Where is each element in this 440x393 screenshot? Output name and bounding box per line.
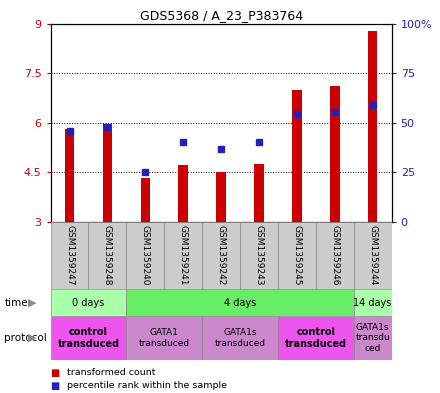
Bar <box>202 222 240 289</box>
Text: transformed count: transformed count <box>67 368 156 377</box>
Text: GSM1359246: GSM1359246 <box>330 225 339 286</box>
Bar <box>126 289 354 316</box>
Bar <box>316 222 354 289</box>
Bar <box>278 222 316 289</box>
Bar <box>354 222 392 289</box>
Text: ▶: ▶ <box>28 333 36 343</box>
Bar <box>202 316 278 360</box>
Bar <box>88 222 126 289</box>
Text: GSM1359245: GSM1359245 <box>292 225 301 286</box>
Bar <box>179 165 188 222</box>
Bar <box>126 316 202 360</box>
Text: control
transduced: control transduced <box>285 327 347 349</box>
Bar <box>354 289 392 316</box>
Text: 14 days: 14 days <box>353 298 392 308</box>
Text: GATA1
transduced: GATA1 transduced <box>139 328 190 348</box>
Text: GATA1s
transdu
ced: GATA1s transdu ced <box>355 323 390 353</box>
Text: ■: ■ <box>51 367 60 378</box>
Title: GDS5368 / A_23_P383764: GDS5368 / A_23_P383764 <box>139 9 303 22</box>
Text: protocol: protocol <box>4 333 47 343</box>
Text: GSM1359240: GSM1359240 <box>141 225 150 286</box>
Bar <box>292 90 301 222</box>
Bar <box>141 178 150 222</box>
Text: time: time <box>4 298 28 308</box>
Text: GATA1s
transduced: GATA1s transduced <box>214 328 266 348</box>
Bar <box>354 316 392 360</box>
Bar <box>126 222 164 289</box>
Text: ▶: ▶ <box>28 298 36 308</box>
Bar <box>103 124 112 222</box>
Bar <box>51 289 126 316</box>
Bar <box>216 172 226 222</box>
Text: ■: ■ <box>51 381 60 391</box>
Bar <box>330 86 340 222</box>
Text: GSM1359247: GSM1359247 <box>65 225 74 286</box>
Text: GSM1359243: GSM1359243 <box>254 225 264 286</box>
Bar <box>240 222 278 289</box>
Text: 0 days: 0 days <box>72 298 105 308</box>
Bar <box>51 222 88 289</box>
Text: percentile rank within the sample: percentile rank within the sample <box>67 382 227 390</box>
Text: GSM1359248: GSM1359248 <box>103 225 112 286</box>
Bar <box>278 316 354 360</box>
Bar <box>254 164 264 222</box>
Bar <box>368 31 378 222</box>
Text: GSM1359244: GSM1359244 <box>368 225 377 286</box>
Bar <box>164 222 202 289</box>
Bar <box>51 316 126 360</box>
Text: GSM1359241: GSM1359241 <box>179 225 188 286</box>
Text: GSM1359242: GSM1359242 <box>216 225 226 286</box>
Bar <box>65 129 74 222</box>
Text: 4 days: 4 days <box>224 298 256 308</box>
Text: control
transduced: control transduced <box>58 327 120 349</box>
